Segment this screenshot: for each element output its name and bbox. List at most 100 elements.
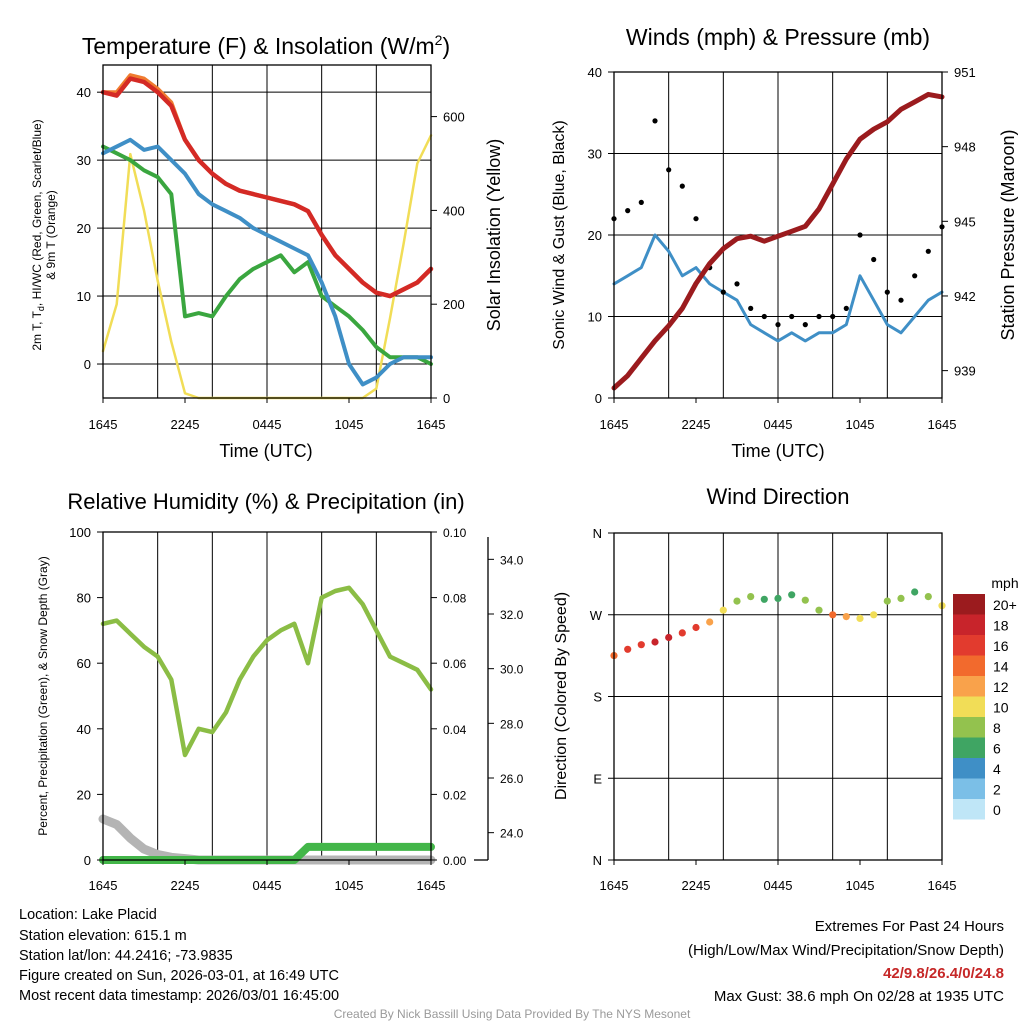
insolation-y-tick-label: 200 — [443, 297, 465, 312]
pressure-y-tick-label: 945 — [954, 214, 976, 229]
direction-y-tick-label: N — [593, 526, 602, 541]
temperature-y-tick-label: 10 — [77, 289, 91, 304]
colorbar-swatch — [953, 594, 985, 615]
gust-point — [734, 281, 740, 287]
winds-y-tick-label: 20 — [588, 228, 602, 243]
humidity-y-tick-label: 40 — [77, 722, 91, 737]
precipitation-y-tick-label: 0.08 — [443, 592, 467, 606]
temperature-gridlines — [103, 65, 431, 398]
humidity-y-axis-label: Percent, Precipitation (Green), & Snow D… — [36, 556, 50, 835]
direction-x-tick-label: 1645 — [600, 878, 629, 893]
humidity-x-tick-label: 2245 — [171, 878, 200, 893]
gust-point — [830, 313, 836, 320]
direction-point — [897, 594, 905, 603]
snow-depth-y-tick-label: 28.0 — [500, 717, 524, 731]
direction-gridlines — [614, 533, 942, 860]
winds-title: Winds (mph) & Pressure (mb) — [626, 24, 930, 50]
temperature-series — [100, 73, 434, 400]
recent-timestamp: Most recent data timestamp: 2026/03/01 1… — [19, 988, 340, 1004]
direction-point — [842, 613, 850, 621]
gust-point — [925, 248, 931, 254]
gust-point — [843, 305, 849, 311]
colorbar-label: 2 — [993, 782, 1001, 798]
speed-colorbar: mph 20+ 18 16 14 12 10 8 6 4 2 0 — [953, 575, 1019, 820]
winds-left-axis-label: Sonic Wind & Gust (Blue, Black) — [551, 120, 568, 349]
temperature-y-tick-label: 40 — [77, 85, 91, 100]
winds-x-tick-label: 0445 — [764, 417, 793, 432]
colorbar-title: mph — [991, 575, 1018, 591]
direction-series — [610, 588, 946, 660]
direction-y-tick-label: W — [590, 608, 603, 623]
series-station-pressure — [611, 91, 945, 391]
temperature-y-axis-label-2: & 9m T (Orange) — [44, 190, 58, 280]
precipitation-y-tick-label: 0.00 — [443, 854, 467, 868]
gust-point — [748, 305, 754, 311]
winds-y-tick-label: 30 — [588, 147, 602, 162]
snow-depth-y-tick-label: 34.0 — [500, 553, 524, 567]
direction-title: Wind Direction — [706, 484, 849, 509]
insolation-y-tick-label: 600 — [443, 110, 465, 125]
gust-point — [816, 313, 822, 320]
direction-point — [883, 597, 891, 605]
pressure-y-tick-label: 939 — [954, 364, 976, 379]
station-elevation: Station elevation: 615.1 m — [19, 928, 187, 944]
direction-point — [829, 611, 837, 619]
insolation-y-tick-label: 400 — [443, 203, 465, 218]
humidity-y-tick-label: 80 — [77, 591, 91, 606]
direction-point — [760, 595, 768, 603]
max-gust: Max Gust: 38.6 mph On 02/28 at 1935 UTC — [713, 988, 1004, 1005]
humidity-y-tick-label: 20 — [77, 787, 91, 802]
gust-point — [679, 183, 685, 189]
credit-line: Created By Nick Bassill Using Data Provi… — [333, 1007, 691, 1021]
precipitation-y-tick-label: 0.02 — [443, 788, 467, 802]
direction-point — [870, 611, 878, 619]
colorbar-swatch — [953, 778, 985, 799]
winds-axes: 0 10 20 30 40 939 942 945 948 951 1645 2245 0445 1045… — [588, 65, 976, 432]
gust-point — [802, 322, 808, 328]
gust-point — [638, 199, 644, 205]
direction-y-tick-label: S — [593, 690, 602, 705]
colorbar-label: 0 — [993, 802, 1001, 818]
temperature-x-tick-label: 2245 — [171, 417, 200, 432]
winds-y-tick-label: 0 — [595, 391, 602, 406]
colorbar-swatch — [953, 717, 985, 738]
colorbar-label: 18 — [993, 618, 1009, 634]
direction-panel: Wind Direction N E S W N 1645 2245 0445 1045 1645… — [553, 484, 1019, 893]
gust-point — [871, 256, 877, 263]
humidity-title: Relative Humidity (%) & Precipitation (i… — [67, 489, 464, 514]
colorbar-swatch — [953, 655, 985, 676]
direction-x-tick-label: 1045 — [846, 878, 875, 893]
pressure-y-tick-label: 948 — [954, 140, 976, 155]
winds-x-tick-label: 2245 — [682, 417, 711, 432]
direction-point — [719, 606, 727, 614]
gust-point — [775, 322, 781, 328]
extremes-legend: (High/Low/Max Wind/Precipitation/Snow De… — [688, 942, 1004, 959]
direction-point — [637, 641, 645, 649]
colorbar-label: 4 — [993, 761, 1001, 777]
direction-x-tick-label: 0445 — [764, 878, 793, 893]
gust-point — [898, 297, 904, 303]
series-td — [101, 144, 433, 366]
winds-panel: Winds (mph) & Pressure (mb) 0 10 20 30 40 939… — [551, 24, 1018, 461]
direction-point — [706, 618, 714, 626]
direction-y-axis-label: Direction (Colored By Speed) — [553, 592, 570, 800]
gust-point — [693, 216, 699, 222]
colorbar-label: 14 — [993, 659, 1009, 675]
extremes-values: 42/9.8/26.4/0/24.8 — [883, 965, 1004, 982]
series-2m-t — [100, 76, 434, 299]
gust-point — [720, 289, 726, 295]
gust-point — [857, 232, 863, 238]
direction-point — [856, 614, 864, 623]
station-location: Location: Lake Placid — [19, 907, 157, 923]
temperature-x-tick-label: 1045 — [335, 417, 364, 432]
winds-x-tick-label: 1045 — [846, 417, 875, 432]
pressure-y-tick-label: 942 — [954, 289, 976, 304]
direction-point — [924, 593, 932, 601]
direction-point — [774, 594, 782, 603]
humidity-y-tick-label: 100 — [69, 525, 91, 540]
direction-point — [651, 638, 659, 646]
direction-point — [815, 606, 823, 614]
colorbar-label: 16 — [993, 638, 1009, 654]
gust-point — [912, 273, 918, 279]
